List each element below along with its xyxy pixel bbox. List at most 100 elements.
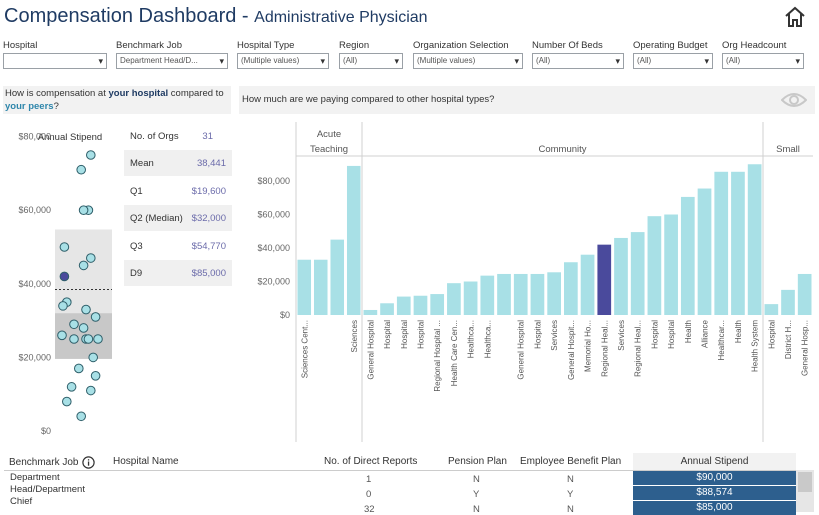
x-tick-label: Services — [550, 320, 559, 351]
filter-organization-select[interactable]: (Multiple values) — [413, 53, 523, 69]
cell-stipend: $85,000 — [633, 501, 796, 515]
scatter-point — [86, 150, 96, 160]
scatter-point — [59, 242, 70, 252]
bar — [380, 303, 394, 315]
bar — [647, 216, 662, 315]
scatter-point — [59, 271, 70, 282]
filter-label: Number Of Beds — [532, 40, 603, 51]
filter-label: Org Headcount — [722, 40, 787, 51]
cell-direct-reports: 0 — [366, 489, 372, 500]
filter-org-headcount-select[interactable]: (All) — [722, 53, 804, 69]
bar — [630, 232, 645, 315]
stat-label-q3: Q3 — [130, 241, 143, 252]
scatter-point — [78, 260, 89, 271]
cell-benchmark-job: Department Head/Department Chief — [10, 472, 85, 507]
x-tick-label: Regional Heal... — [634, 320, 643, 377]
cell-benefit: Y — [567, 489, 574, 500]
filter-organization-selection: Organization Selection (Multiple values) — [413, 40, 523, 69]
col-benefit-plan: Employee Benefit Plan — [520, 456, 622, 467]
col-hospital-name: Hospital Name — [113, 456, 179, 467]
bar — [797, 273, 812, 315]
filter-benchmark-job-select[interactable]: Department Head/D... — [116, 53, 228, 69]
stat-row-bg — [124, 260, 232, 286]
stat-value-mean: 38,441 — [196, 158, 226, 169]
y-tick-label: $60,000 — [257, 210, 290, 220]
col-pension-plan: Pension Plan — [448, 456, 507, 467]
col-header: Benchmark Job — [9, 457, 79, 469]
bar — [447, 283, 461, 315]
y-tick-label: $40,000 — [18, 279, 51, 289]
table-divider — [4, 470, 796, 471]
filter-number-of-beds-select[interactable]: (All) — [532, 53, 624, 69]
home-icon[interactable] — [783, 5, 807, 29]
group-header: Teaching — [310, 144, 348, 155]
bar — [597, 244, 612, 315]
x-tick-label: District H... — [784, 320, 793, 359]
cell-pension: Y — [473, 489, 480, 500]
filter-label: Hospital Type — [237, 40, 295, 51]
col-annual-stipend: Annual Stipend — [680, 456, 749, 467]
bar — [430, 294, 445, 315]
info-icon[interactable] — [82, 456, 95, 469]
eye-icon[interactable] — [781, 91, 807, 109]
table-scroll-thumb[interactable] — [798, 472, 812, 492]
scatter-point — [83, 334, 94, 344]
x-tick-label: Regional Heal... — [600, 320, 609, 377]
cell-pension: N — [473, 474, 480, 485]
right-question: How much are we paying compared to other… — [239, 86, 815, 114]
bar — [680, 196, 695, 315]
question-text: compared to — [168, 88, 224, 99]
filter-operating-budget-select[interactable]: (All) — [633, 53, 713, 69]
x-tick-label: Hospital — [650, 320, 659, 349]
filter-hospital: Hospital — [3, 40, 107, 69]
stat-value-orgs: 31 — [202, 131, 213, 142]
bar — [731, 171, 745, 315]
scatter-point — [66, 382, 77, 392]
y-tick-label: $0 — [41, 426, 51, 436]
stat-label-mean: Mean — [130, 158, 154, 169]
scatter-point — [78, 205, 89, 215]
x-tick-label: Memorial Ho... — [584, 320, 593, 372]
filter-hospital-type-select[interactable]: (Multiple values) — [237, 53, 329, 69]
cell-pension: N — [473, 504, 480, 515]
x-tick-label: Healthcar... — [717, 320, 726, 360]
bar — [396, 296, 411, 315]
scatter-point — [74, 363, 84, 374]
x-tick-label: Services — [617, 320, 626, 351]
question-text: How much are we paying compared to other… — [242, 94, 495, 105]
bar — [313, 259, 328, 315]
cell-benefit: N — [567, 474, 574, 485]
stat-value-median: $32,000 — [191, 213, 226, 224]
bar — [363, 309, 378, 315]
bar — [714, 171, 729, 315]
bar — [497, 273, 511, 315]
cell-stipend: $88,574 — [633, 486, 796, 500]
question-highlight-your-hospital: your hospital — [108, 88, 169, 99]
scatter-point — [69, 334, 79, 344]
filter-hospital-select[interactable] — [3, 53, 107, 69]
x-tick-label: Regional Hospital ... — [433, 320, 442, 392]
stat-row-bg — [124, 150, 232, 176]
filter-label: Operating Budget — [633, 40, 708, 51]
title-main: Compensation Dashboard - — [4, 5, 255, 27]
filter-operating-budget: Operating Budget (All) — [633, 40, 713, 69]
x-tick-label: General Hospital — [366, 320, 375, 380]
x-tick-label: General Hospital — [517, 320, 526, 380]
y-tick-label: $20,000 — [18, 352, 51, 362]
stipend-header-bg — [633, 453, 796, 470]
bar — [547, 272, 561, 315]
dashboard-title: Compensation Dashboard - Administrative … — [4, 5, 428, 28]
cell-stipend: $90,000 — [633, 471, 796, 485]
filter-label: Region — [339, 40, 370, 51]
bar — [346, 165, 361, 315]
cell-direct-reports: 1 — [366, 474, 372, 485]
filter-region-select[interactable]: (All) — [339, 53, 403, 69]
bar — [747, 164, 762, 315]
y-tick-label: $20,000 — [257, 277, 290, 287]
filter-label: Organization Selection — [413, 40, 509, 51]
scatter-point — [78, 323, 89, 333]
x-tick-label: Health Care Cen... — [450, 320, 459, 386]
bar — [764, 304, 779, 315]
x-tick-label: Health System — [751, 320, 760, 372]
scatter-point — [90, 371, 101, 381]
